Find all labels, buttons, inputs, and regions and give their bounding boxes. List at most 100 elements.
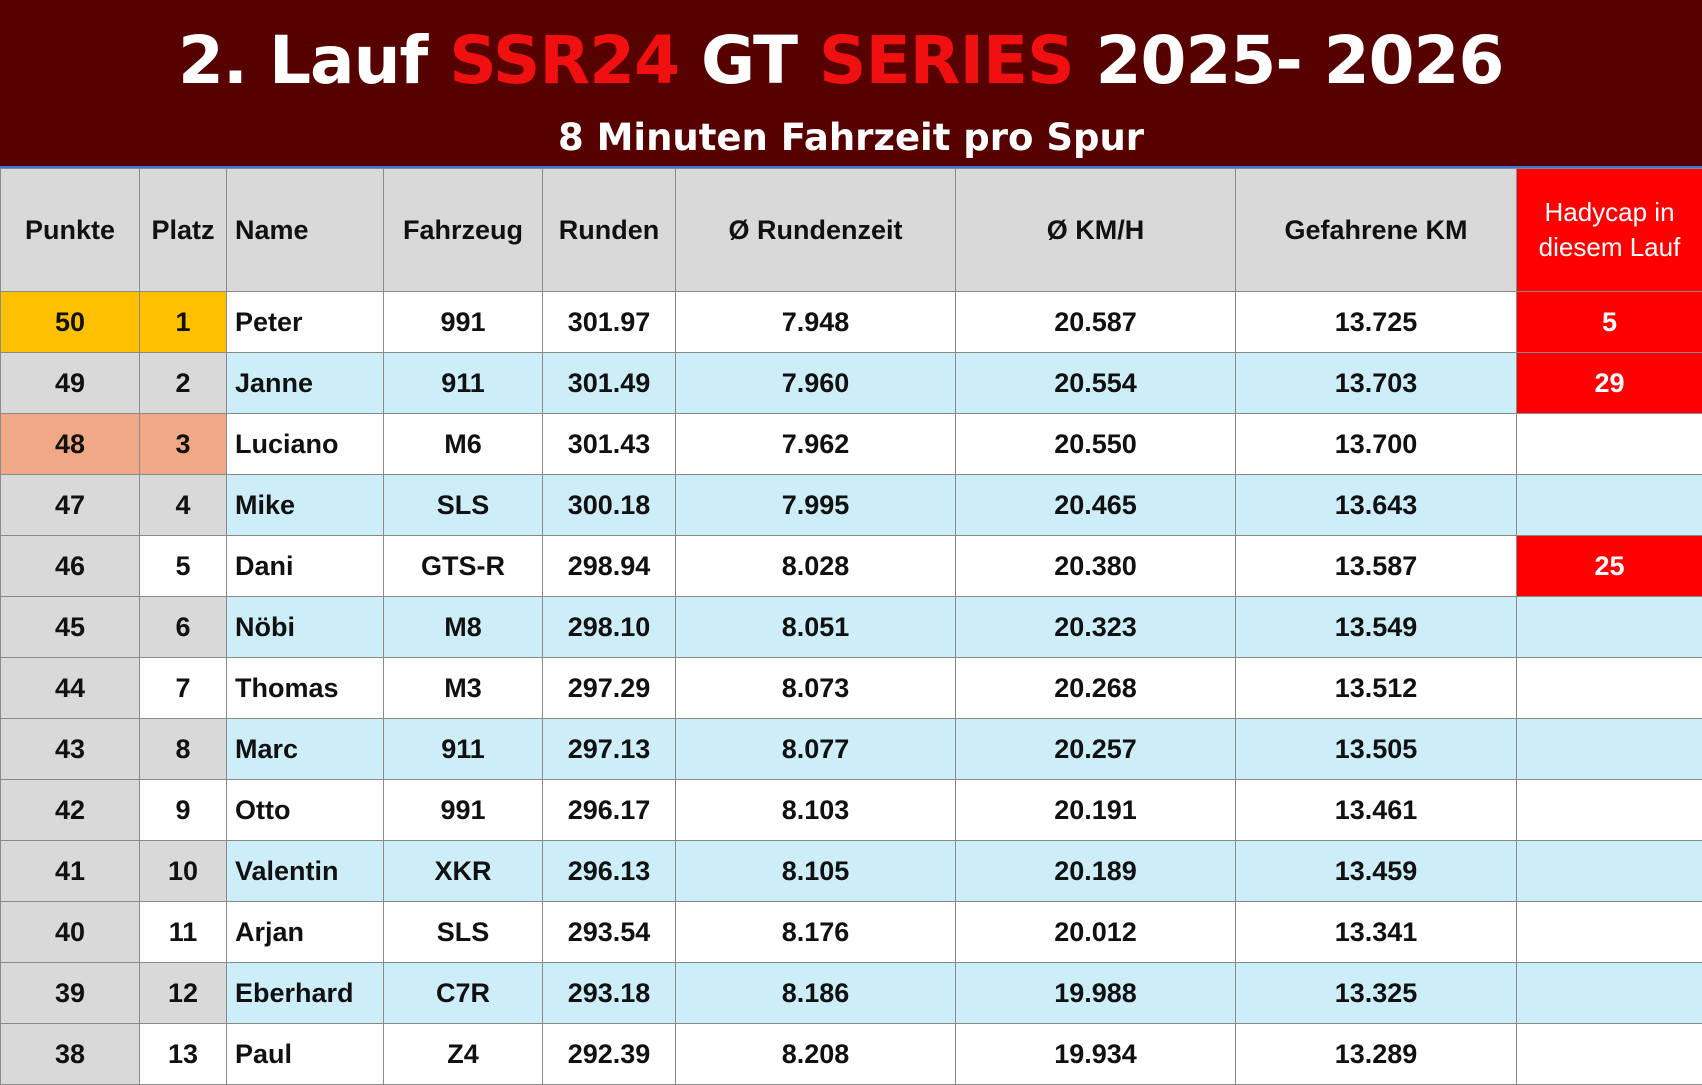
column-header-km: Gefahrene KM	[1236, 169, 1517, 292]
cell-km: 13.703	[1236, 353, 1517, 414]
cell-punkte: 42	[1, 780, 140, 841]
cell-kmh: 20.189	[956, 841, 1236, 902]
cell-platz: 1	[140, 292, 227, 353]
cell-kmh: 20.012	[956, 902, 1236, 963]
cell-km: 13.325	[1236, 963, 1517, 1024]
cell-punkte: 50	[1, 292, 140, 353]
cell-km: 13.512	[1236, 658, 1517, 719]
cell-rundenzeit: 8.186	[676, 963, 956, 1024]
cell-name: Valentin	[227, 841, 384, 902]
cell-runden: 300.18	[543, 475, 676, 536]
cell-kmh: 20.380	[956, 536, 1236, 597]
cell-runden: 296.17	[543, 780, 676, 841]
cell-rundenzeit: 8.073	[676, 658, 956, 719]
cell-fahrzeug: M6	[384, 414, 543, 475]
cell-platz: 11	[140, 902, 227, 963]
cell-rundenzeit: 7.962	[676, 414, 956, 475]
column-header-kmh: Ø KM/H	[956, 169, 1236, 292]
title-part: SERIES	[819, 22, 1074, 99]
cell-km: 13.459	[1236, 841, 1517, 902]
cell-platz: 6	[140, 597, 227, 658]
cell-kmh: 20.257	[956, 719, 1236, 780]
cell-handicap: 29	[1517, 353, 1702, 414]
page-subtitle: 8 Minuten Fahrzeit pro Spur	[0, 116, 1702, 159]
title-part: 2. Lauf	[178, 22, 449, 99]
cell-handicap	[1517, 597, 1702, 658]
cell-km: 13.341	[1236, 902, 1517, 963]
cell-punkte: 43	[1, 719, 140, 780]
column-header-fahrzeug: Fahrzeug	[384, 169, 543, 292]
cell-fahrzeug: M3	[384, 658, 543, 719]
cell-kmh: 20.465	[956, 475, 1236, 536]
cell-rundenzeit: 8.105	[676, 841, 956, 902]
cell-kmh: 20.550	[956, 414, 1236, 475]
cell-platz: 10	[140, 841, 227, 902]
cell-fahrzeug: C7R	[384, 963, 543, 1024]
subtitle-text: 8 Minuten Fahrzeit pro Spur	[558, 116, 1144, 159]
cell-kmh: 20.323	[956, 597, 1236, 658]
cell-km: 13.725	[1236, 292, 1517, 353]
cell-punkte: 44	[1, 658, 140, 719]
cell-handicap	[1517, 414, 1702, 475]
cell-fahrzeug: SLS	[384, 475, 543, 536]
cell-fahrzeug: Z4	[384, 1024, 543, 1085]
cell-fahrzeug: 911	[384, 719, 543, 780]
cell-punkte: 48	[1, 414, 140, 475]
cell-name: Luciano	[227, 414, 384, 475]
cell-name: Mike	[227, 475, 384, 536]
cell-handicap	[1517, 658, 1702, 719]
cell-platz: 13	[140, 1024, 227, 1085]
cell-handicap	[1517, 902, 1702, 963]
cell-name: Thomas	[227, 658, 384, 719]
cell-handicap	[1517, 841, 1702, 902]
cell-punkte: 49	[1, 353, 140, 414]
cell-name: Dani	[227, 536, 384, 597]
cell-km: 13.461	[1236, 780, 1517, 841]
cell-rundenzeit: 8.103	[676, 780, 956, 841]
cell-runden: 301.97	[543, 292, 676, 353]
cell-name: Nöbi	[227, 597, 384, 658]
cell-fahrzeug: XKR	[384, 841, 543, 902]
cell-rundenzeit: 7.948	[676, 292, 956, 353]
cell-kmh: 19.934	[956, 1024, 1236, 1085]
cell-handicap	[1517, 475, 1702, 536]
cell-rundenzeit: 7.995	[676, 475, 956, 536]
cell-punkte: 47	[1, 475, 140, 536]
cell-km: 13.587	[1236, 536, 1517, 597]
cell-handicap	[1517, 963, 1702, 1024]
cell-platz: 4	[140, 475, 227, 536]
cell-platz: 8	[140, 719, 227, 780]
column-header-platz: Platz	[140, 169, 227, 292]
column-header-punkte: Punkte	[1, 169, 140, 292]
cell-km: 13.700	[1236, 414, 1517, 475]
title-part: GT	[679, 22, 819, 99]
cell-platz: 7	[140, 658, 227, 719]
cell-runden: 298.94	[543, 536, 676, 597]
cell-fahrzeug: 991	[384, 292, 543, 353]
cell-platz: 9	[140, 780, 227, 841]
cell-fahrzeug: GTS-R	[384, 536, 543, 597]
cell-fahrzeug: M8	[384, 597, 543, 658]
column-header-runden: Runden	[543, 169, 676, 292]
cell-kmh: 20.554	[956, 353, 1236, 414]
cell-fahrzeug: 911	[384, 353, 543, 414]
table-header-row: Punkte Platz Name Fahrzeug Runden Ø Rund…	[1, 169, 1702, 292]
cell-punkte: 40	[1, 902, 140, 963]
cell-rundenzeit: 8.208	[676, 1024, 956, 1085]
cell-km: 13.505	[1236, 719, 1517, 780]
cell-kmh: 20.587	[956, 292, 1236, 353]
cell-punkte: 39	[1, 963, 140, 1024]
cell-kmh: 19.988	[956, 963, 1236, 1024]
cell-runden: 298.10	[543, 597, 676, 658]
cell-handicap: 25	[1517, 536, 1702, 597]
